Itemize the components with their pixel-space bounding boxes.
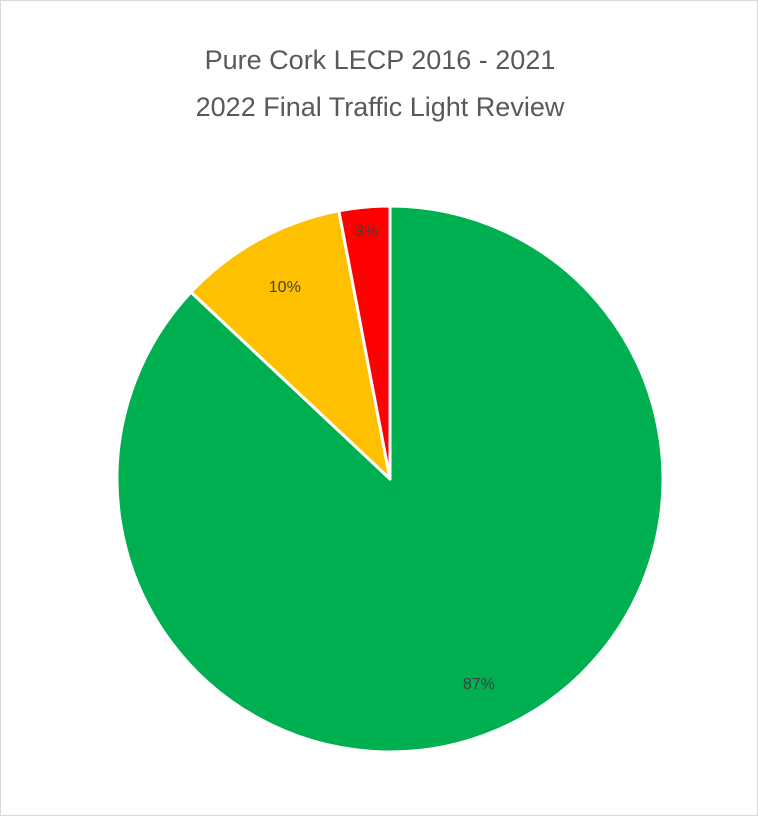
chart-title-line-1: Pure Cork LECP 2016 - 2021 [204, 45, 556, 75]
pie-data-label-1: 87% [463, 676, 495, 693]
pie-data-label-3: 3% [355, 223, 378, 240]
chart-title-line-2: 2022 Final Traffic Light Review [195, 92, 565, 122]
pie-slice-3 [337, 204, 392, 481]
pie-slice-1 [115, 204, 665, 754]
pie-data-label-2: 10% [269, 279, 301, 296]
pie-slice-2 [189, 209, 392, 481]
